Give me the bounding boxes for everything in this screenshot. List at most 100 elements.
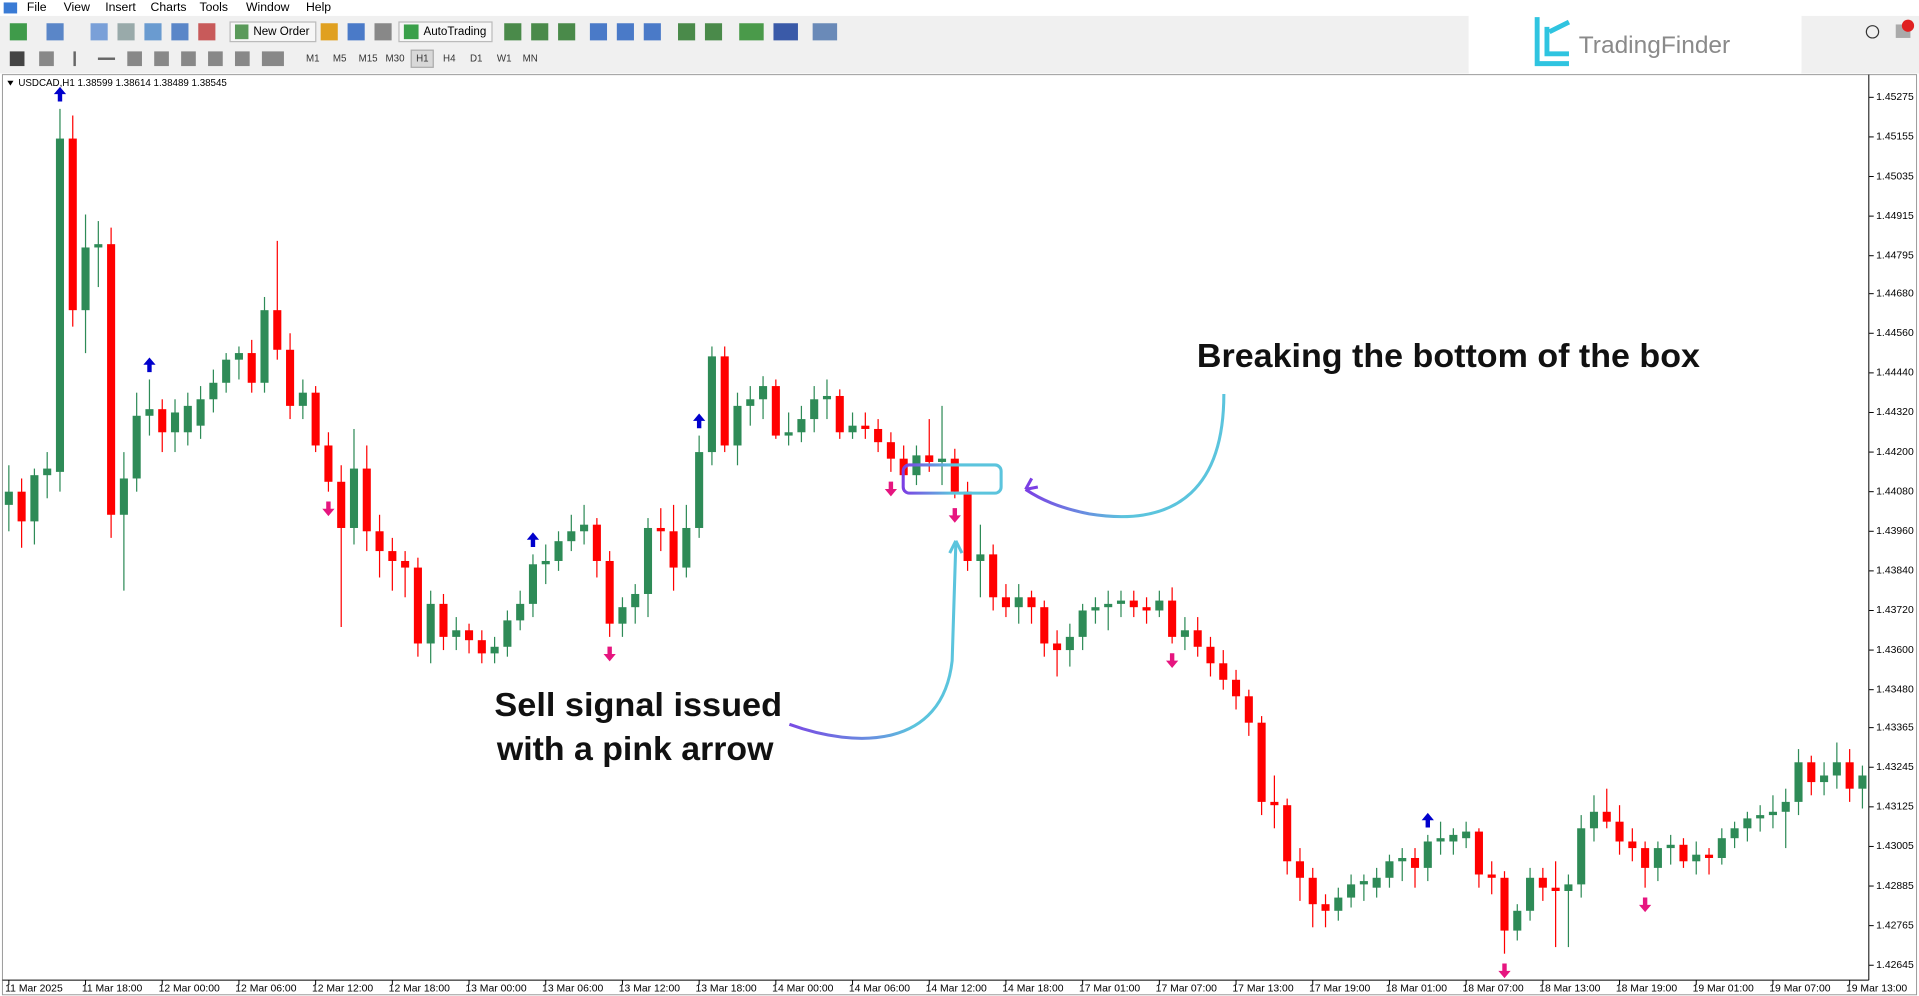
tool-button[interactable] <box>616 23 634 41</box>
shapes-tool[interactable] <box>261 51 284 67</box>
candle-body <box>145 409 154 416</box>
candle-body <box>1474 831 1483 875</box>
timeframe[interactable]: M15 <box>359 53 379 64</box>
candle-body <box>413 567 422 644</box>
candle-body <box>1295 861 1304 878</box>
autotrading-button[interactable] <box>398 21 493 43</box>
menu-item[interactable]: Insert <box>105 0 136 14</box>
timeframe[interactable]: M30 <box>386 53 406 64</box>
x-tick-label: 12 Mar 18:00 <box>389 983 450 994</box>
candle-body <box>848 425 857 433</box>
tool-button[interactable] <box>347 23 365 41</box>
search-icon[interactable] <box>1865 25 1880 39</box>
y-tick-label: 1.43840 <box>1876 566 1914 577</box>
x-tick-label: 19 Mar 07:00 <box>1769 983 1830 994</box>
label-tool[interactable] <box>234 51 250 67</box>
new-order-label[interactable]: New Order <box>253 25 309 38</box>
fibo-tool[interactable] <box>181 51 196 67</box>
tool-button[interactable] <box>198 23 216 41</box>
candle-body <box>1666 844 1675 849</box>
menu-item[interactable]: View <box>64 0 90 14</box>
candle-body <box>477 640 486 654</box>
arrow-head <box>948 540 964 554</box>
candle-body <box>401 560 410 568</box>
autotrading-label[interactable]: AutoTrading <box>423 25 486 38</box>
vline-tool[interactable] <box>73 51 76 67</box>
timeframe[interactable]: H1 <box>416 53 428 64</box>
tool-button[interactable] <box>144 23 162 41</box>
candle-body <box>1065 636 1074 651</box>
timeframe[interactable]: M5 <box>333 53 347 64</box>
text-tool[interactable] <box>208 51 223 67</box>
tool-button[interactable] <box>558 23 576 41</box>
tool-button[interactable] <box>117 23 135 41</box>
candle-body <box>273 310 282 350</box>
tool-button[interactable] <box>9 23 27 41</box>
timeframe[interactable]: H4 <box>443 53 456 64</box>
menu-item[interactable]: Tools <box>199 0 228 14</box>
timeframe[interactable]: D1 <box>470 53 482 64</box>
tool-button[interactable] <box>704 23 723 41</box>
tool-button[interactable] <box>531 23 549 41</box>
candle-body <box>759 386 768 400</box>
candle-body <box>822 395 832 400</box>
arrow-head <box>1024 477 1039 491</box>
tool-button[interactable] <box>46 23 64 41</box>
channel-tool[interactable] <box>154 51 169 67</box>
tool-button[interactable] <box>374 23 392 41</box>
tool-button[interactable] <box>589 23 608 41</box>
candle-body <box>669 531 678 568</box>
crosshair-tool[interactable] <box>39 51 54 67</box>
menu-item[interactable]: Window <box>246 0 290 14</box>
annotation: Sell signal issued <box>494 687 782 724</box>
y-tick-label: 1.44440 <box>1876 368 1914 379</box>
candle-body <box>1858 775 1867 789</box>
candle-body <box>1116 600 1126 604</box>
tool-button[interactable] <box>504 23 522 41</box>
candle-body <box>1807 762 1816 783</box>
menu-item[interactable]: Charts <box>151 0 187 14</box>
candle-body <box>771 386 780 436</box>
trend-tool[interactable] <box>127 51 142 67</box>
candle-body <box>1513 910 1522 931</box>
candle-body <box>861 425 870 429</box>
chart-info-icon <box>7 80 14 86</box>
app-icon <box>3 2 18 14</box>
candle-body <box>874 428 883 443</box>
active-timeframe <box>410 49 434 68</box>
y-tick-label: 1.44200 <box>1876 447 1914 458</box>
x-tick-label: 14 Mar 06:00 <box>849 983 910 994</box>
y-tick-label: 1.42885 <box>1876 881 1914 892</box>
timeframe[interactable]: MN <box>523 53 538 64</box>
sell-arrow <box>1638 897 1652 913</box>
candle-body <box>1129 600 1138 608</box>
timeframe[interactable]: M1 <box>306 53 320 64</box>
y-tick-label: 1.43960 <box>1876 526 1914 537</box>
menu-item[interactable]: File <box>27 0 47 14</box>
timeframe[interactable]: W1 <box>497 53 512 64</box>
tool-button[interactable] <box>171 23 189 41</box>
new-order-button[interactable] <box>229 21 317 43</box>
tool-button[interactable] <box>90 23 108 41</box>
candle-body <box>950 458 959 492</box>
candle-body <box>925 455 934 462</box>
buy-arrow <box>526 532 540 548</box>
candle-body <box>388 551 397 561</box>
hline-tool[interactable] <box>97 57 116 60</box>
menu-item[interactable]: Help <box>306 0 331 14</box>
candle-body <box>503 620 512 647</box>
tool-button[interactable] <box>320 23 338 41</box>
candle-body <box>1014 597 1023 608</box>
annotation: Breaking the bottom of the box <box>1197 338 1701 375</box>
candle-body <box>183 405 192 433</box>
tool-button[interactable] <box>739 23 764 41</box>
tool-button[interactable] <box>773 23 798 41</box>
x-tick-label: 13 Mar 06:00 <box>542 983 603 994</box>
candle-body <box>170 412 180 433</box>
candle-body <box>298 392 307 406</box>
tool-button[interactable] <box>678 23 696 41</box>
cursor-tool[interactable] <box>9 51 25 67</box>
tool-button[interactable] <box>812 23 838 41</box>
tool-button[interactable] <box>643 23 661 41</box>
candle-body <box>707 356 716 453</box>
